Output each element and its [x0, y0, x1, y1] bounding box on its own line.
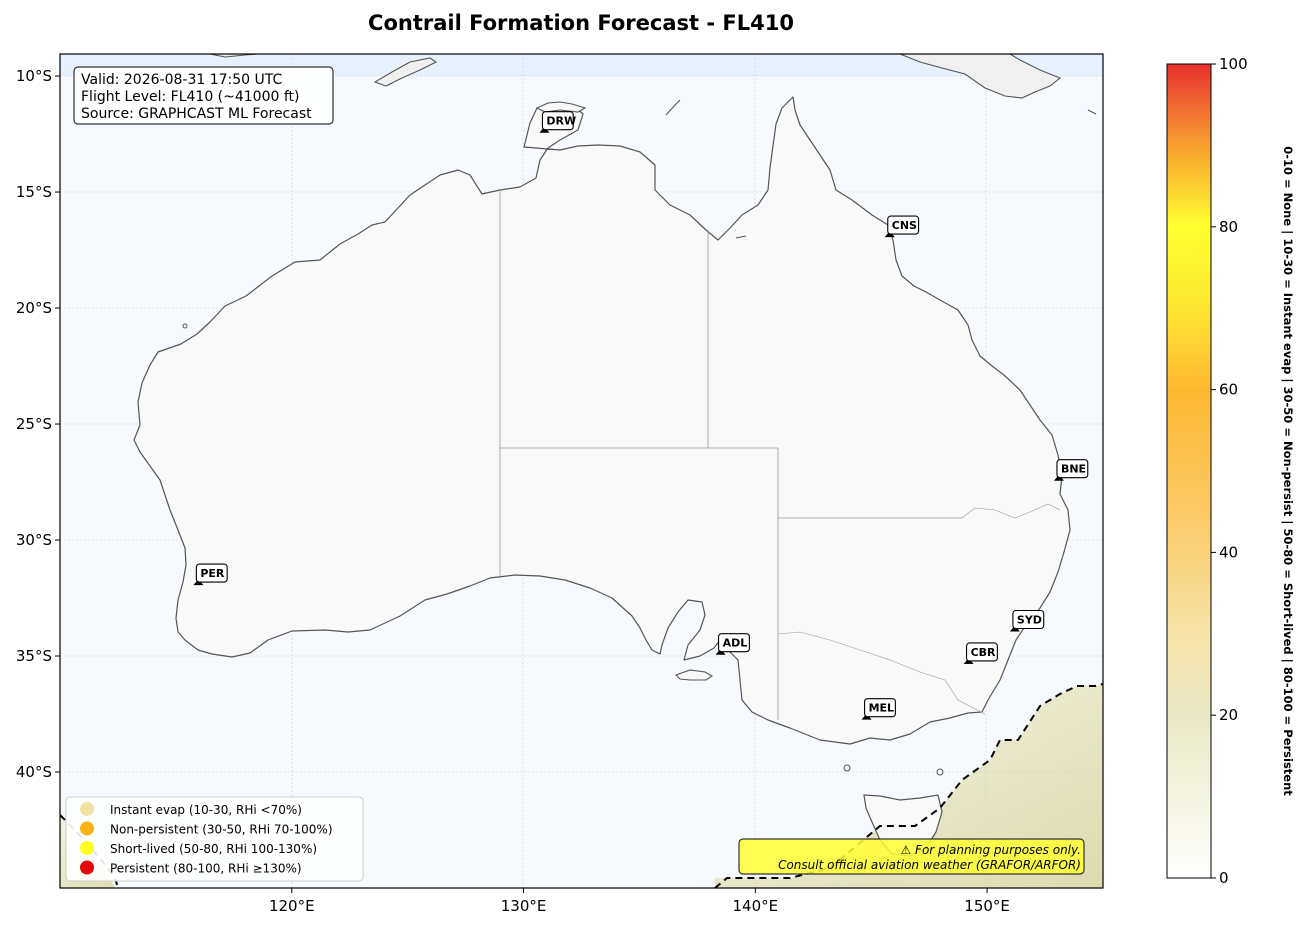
- airport-label: ADL: [723, 637, 748, 650]
- colorbar: 0 20 40 60 80 100 0-10 = None | 10-30 = Insta…: [1166, 55, 1295, 887]
- map-area[interactable]: DRW CNS BNE PER SYD ADL CBR MEL: [60, 54, 1103, 888]
- small-island-4: [182, 323, 188, 329]
- airport-label: DRW: [546, 115, 576, 128]
- info-flight-level: Flight Level: FL410 (~41000 ft): [81, 89, 300, 105]
- colorbar-tick-label: 40: [1219, 543, 1238, 561]
- airport-bne[interactable]: BNE: [1053, 459, 1089, 481]
- lon-tick-label: 140°E: [733, 897, 779, 915]
- airport-label-box: [195, 563, 228, 583]
- lat-tick-label: 35°S: [16, 647, 52, 665]
- airport-label-box: [864, 698, 896, 718]
- colorbar-tick-label: 60: [1219, 381, 1238, 399]
- colorbar-ticks: 0 20 40 60 80 100: [1211, 55, 1248, 887]
- airport-cbr[interactable]: CBR: [963, 642, 998, 664]
- north-island: [209, 54, 259, 58]
- legend-swatch: [80, 841, 94, 855]
- colorbar-tick-label: 80: [1219, 218, 1238, 236]
- airport-label-box: [541, 111, 574, 131]
- legend-swatch: [80, 802, 94, 816]
- small-island-6: [936, 768, 944, 776]
- small-island-1: [665, 99, 681, 116]
- airport-label: SYD: [1017, 613, 1042, 626]
- legend-swatch: [80, 860, 94, 875]
- info-box: Valid: 2026-08-31 17:50 UTC Flight Level…: [73, 66, 334, 125]
- airport-mel[interactable]: MEL: [861, 698, 896, 720]
- colorbar-label: 0-10 = None | 10-30 = Instant evap | 30-…: [1281, 146, 1295, 796]
- airport-label-box: [718, 633, 750, 653]
- legend-label: Persistent (80-100, RHi ≥130%): [110, 862, 302, 876]
- lat-tick-label: 10°S: [16, 67, 52, 85]
- info-source: Source: GRAPHCAST ML Forecast: [81, 106, 312, 122]
- colorbar-tick-label: 0: [1219, 869, 1229, 887]
- warning-box: ⚠ For planning purposes only. Consult of…: [738, 838, 1085, 875]
- warning-line-1: ⚠ For planning purposes only.: [901, 843, 1081, 857]
- lat-tick-label: 15°S: [16, 183, 52, 201]
- lon-tick-label: 150°E: [964, 897, 1010, 915]
- contrail-field-southeast: [715, 684, 1103, 888]
- airport-markers: DRW CNS BNE PER SYD ADL CBR MEL: [193, 111, 1089, 720]
- airport-label-box: [887, 215, 920, 235]
- airport-cns[interactable]: CNS: [884, 215, 920, 238]
- small-island-2: [1087, 109, 1097, 115]
- airport-adl[interactable]: ADL: [715, 633, 750, 655]
- lon-tick-label: 120°E: [269, 897, 315, 915]
- airport-per[interactable]: PER: [193, 563, 228, 586]
- new-guinea-coast: [899, 54, 1062, 99]
- legend-box: Instant evap (10-30, RHi <70%) Non-persis…: [65, 796, 364, 882]
- airport-label: PER: [200, 567, 225, 580]
- legend-swatch: [80, 821, 94, 836]
- airport-label: BNE: [1061, 463, 1086, 476]
- airport-label: CBR: [971, 646, 996, 659]
- legend-label: Short-lived (50-80, RHi 100-130%): [110, 842, 317, 856]
- airport-label: CNS: [892, 219, 917, 232]
- map-frame: [59, 53, 1104, 889]
- australia-landmass: [133, 96, 1071, 745]
- colorbar-tick-label: 100: [1219, 55, 1248, 73]
- small-island-3: [735, 235, 747, 239]
- airport-syd[interactable]: SYD: [1009, 609, 1045, 632]
- kangaroo-island: [674, 669, 714, 681]
- colorbar-gradient: [1166, 63, 1212, 879]
- longitude-ticks: 120°E 130°E 140°E 150°E: [269, 888, 1010, 915]
- airport-label-box: [1012, 609, 1045, 630]
- lon-tick-label: 130°E: [501, 897, 547, 915]
- latitude-ticks: 10°S 15°S 20°S 25°S 30°S 35°S 40°S: [16, 67, 60, 781]
- airport-label-box: [1056, 459, 1089, 479]
- airport-label-box: [966, 642, 998, 662]
- colorbar-tick-label: 20: [1219, 706, 1238, 724]
- warning-line-2: Consult official aviation weather (GRAFO…: [778, 858, 1081, 872]
- info-valid-time: Valid: 2026-08-31 17:50 UTC: [81, 72, 282, 88]
- chart-title: Contrail Formation Forecast - FL410: [368, 11, 794, 35]
- lat-tick-label: 40°S: [16, 763, 52, 781]
- airport-label: MEL: [869, 702, 894, 715]
- lat-tick-label: 20°S: [16, 299, 52, 317]
- lat-tick-label: 30°S: [16, 531, 52, 549]
- state-borders: [499, 190, 1061, 720]
- small-island-5: [843, 764, 851, 772]
- legend-label: Non-persistent (30-50, RHi 70-100%): [110, 823, 333, 837]
- lat-tick-label: 25°S: [16, 415, 52, 433]
- legend-label: Instant evap (10-30, RHi <70%): [110, 803, 302, 817]
- airport-drw[interactable]: DRW: [539, 111, 576, 133]
- timor-island: [373, 57, 438, 87]
